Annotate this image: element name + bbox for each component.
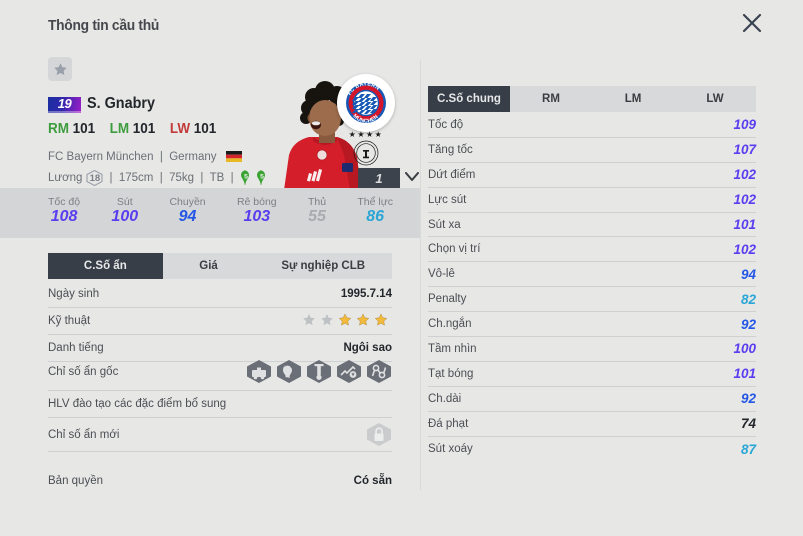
svg-text:5: 5 (260, 174, 264, 181)
svg-text:5: 5 (244, 174, 248, 181)
